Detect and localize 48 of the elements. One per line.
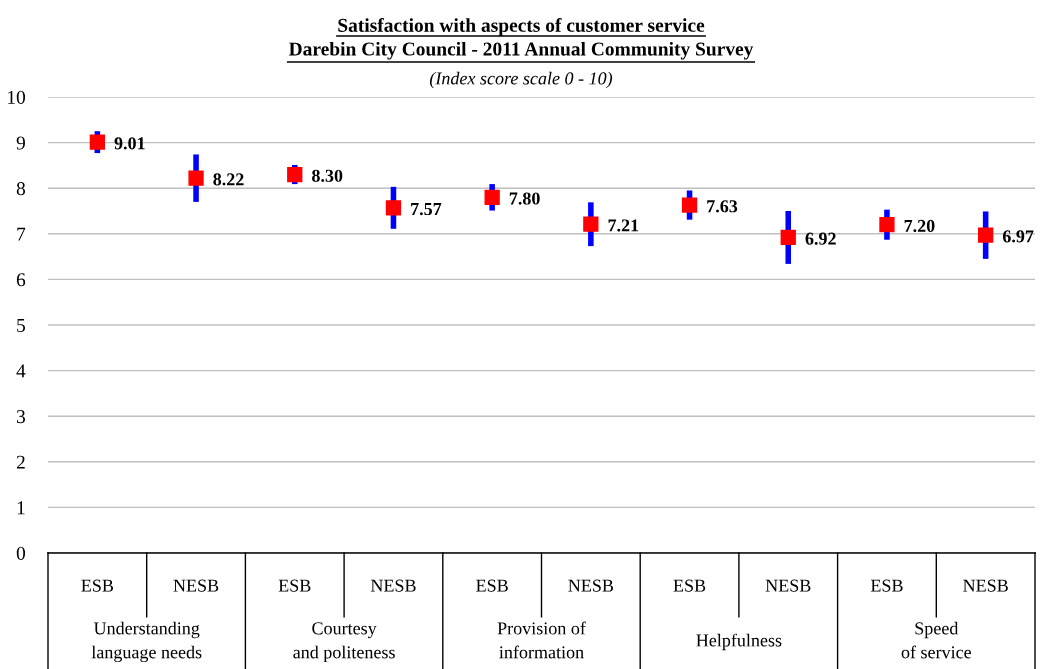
- y-tick-label: 1: [17, 501, 25, 515]
- chart-title: Satisfaction with aspects of customer service Darebin City Council - 2011 Annual Community Survey: [288, 18, 754, 60]
- x-tick-label: ESB: [870, 579, 903, 592]
- x-tick-label: ESB: [673, 579, 706, 592]
- x-tick-label: NESB: [765, 579, 811, 592]
- y-tick-label: 9: [16, 136, 25, 150]
- text: Helpfulness: [696, 633, 782, 651]
- data-label: 7.21: [608, 219, 639, 232]
- y-tick-label: 7: [17, 227, 26, 241]
- data-label: 9.01: [114, 137, 145, 150]
- chart-subtitle: (Index score scale 0 - 10): [429, 71, 613, 89]
- data-label: 7.57: [411, 203, 442, 216]
- y-tick-label: 4: [16, 364, 26, 378]
- y-tick-label: 10: [8, 90, 26, 104]
- point: [484, 189, 500, 205]
- point: [583, 216, 599, 232]
- y-tick-label: 6: [16, 273, 26, 287]
- x-tick-label: NESB: [568, 579, 614, 592]
- y-tick-label: 8: [16, 182, 26, 196]
- point: [879, 217, 895, 233]
- x-tick-label: ESB: [476, 579, 508, 592]
- text: Speed of service: [901, 621, 972, 659]
- point: [780, 229, 796, 246]
- data-label: 6.92: [805, 232, 836, 245]
- text: Courtesy and politeness: [293, 622, 395, 663]
- x-tick-label: NESB: [370, 579, 416, 592]
- point: [978, 227, 994, 243]
- x-tick-label: NESB: [963, 579, 1008, 592]
- x-tick-label: NESB: [173, 579, 219, 592]
- data-label: 8.22: [213, 173, 244, 186]
- data-label: 7.80: [509, 192, 540, 205]
- y-tick-label: 3: [16, 410, 26, 424]
- point: [287, 166, 303, 183]
- point: [681, 197, 698, 213]
- data-label: 6.97: [1002, 230, 1034, 243]
- x-tick-label: ESB: [81, 579, 114, 592]
- x-tick-label: ESB: [278, 579, 311, 592]
- data-label: 7.20: [904, 219, 935, 233]
- data-label: 7.63: [707, 200, 738, 213]
- point: [89, 134, 105, 150]
- y-tick-label: 5: [17, 319, 26, 332]
- y-tick-label: 0: [16, 546, 26, 560]
- y-tick-label: 2: [16, 455, 25, 469]
- point: [385, 200, 402, 216]
- text: Understanding language needs: [91, 621, 202, 663]
- text: Provision of information: [497, 621, 586, 659]
- point: [188, 170, 204, 186]
- data-label: 8.30: [312, 169, 343, 182]
